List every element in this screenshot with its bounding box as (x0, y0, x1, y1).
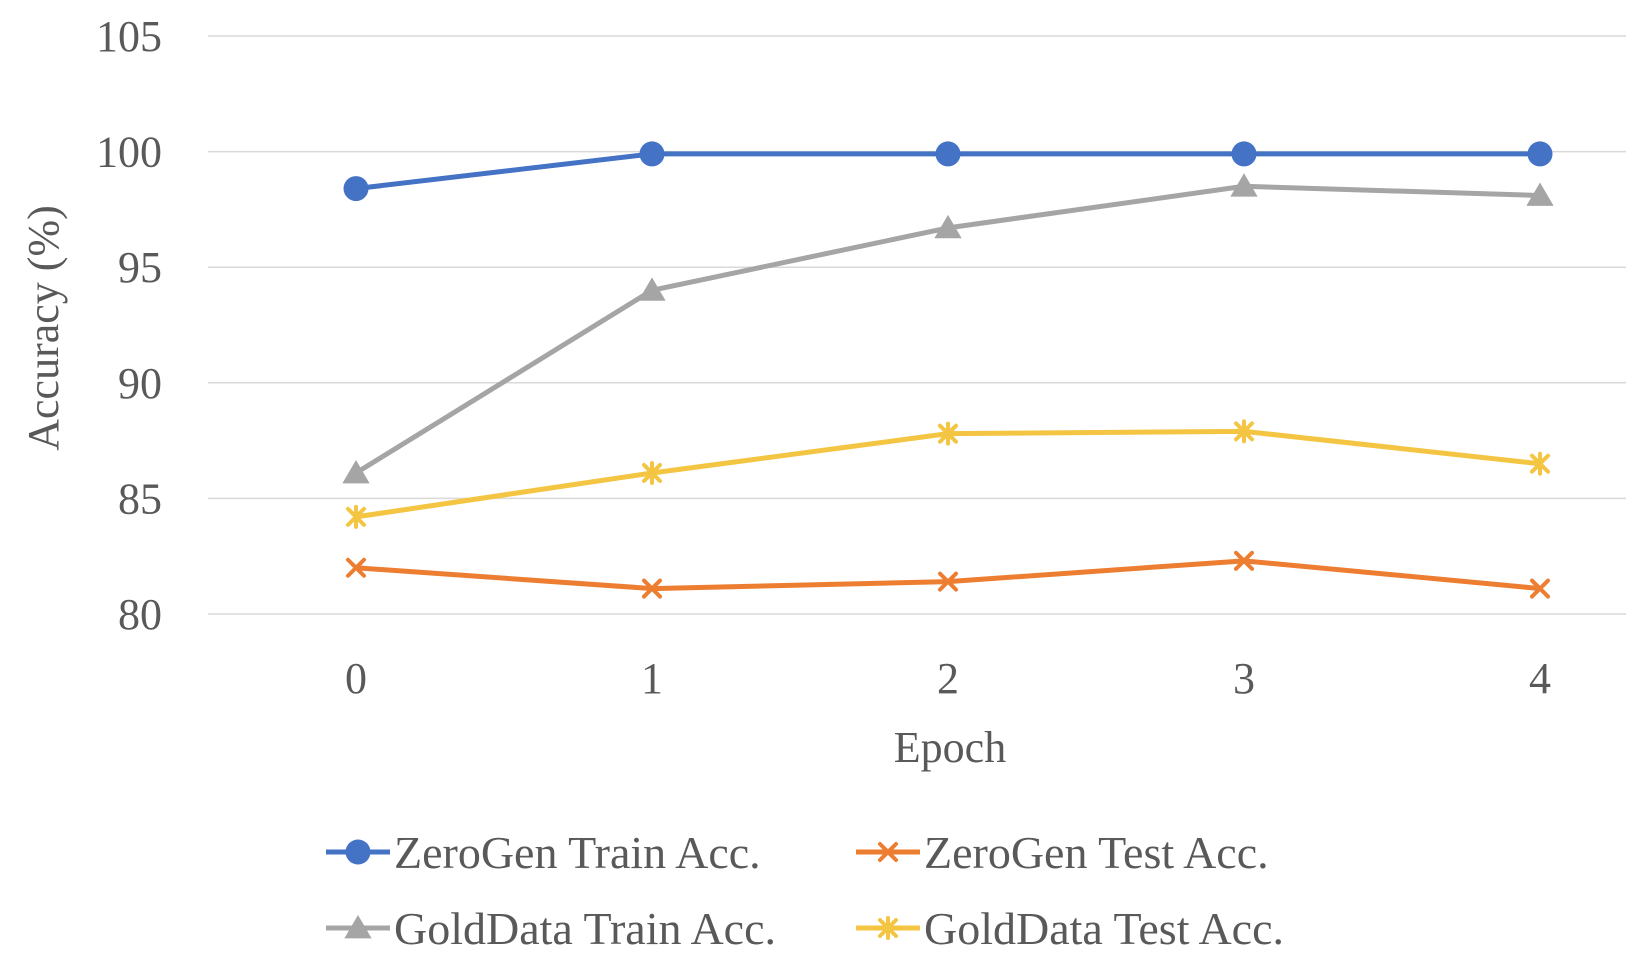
data-point (1530, 451, 1550, 476)
legend-item: GoldData Test Acc. (856, 903, 1284, 954)
legend-item: ZeroGen Train Acc. (326, 827, 761, 878)
x-tick-label: 1 (641, 654, 663, 703)
data-point (938, 571, 958, 592)
legend-marker (345, 839, 371, 865)
y-tick-label: 80 (118, 590, 162, 639)
data-point (1527, 141, 1553, 167)
data-point (1230, 173, 1258, 197)
x-tick-label: 3 (1233, 654, 1255, 703)
x-tick-labels: 0 1 2 3 4 (345, 654, 1551, 703)
data-point (638, 277, 666, 301)
data-point (639, 141, 665, 167)
series-0 (343, 141, 1553, 202)
legend-label: GoldData Test Acc. (924, 903, 1284, 954)
data-point (642, 578, 662, 599)
legend-marker (344, 915, 372, 939)
data-point (935, 141, 961, 167)
x-tick-label: 2 (937, 654, 959, 703)
y-axis-title: Accuracy (%) (19, 205, 68, 451)
series-3 (346, 419, 1550, 529)
data-point (642, 460, 662, 485)
x-tick-label: 4 (1529, 654, 1551, 703)
legend-item: GoldData Train Acc. (326, 903, 776, 954)
data-point (342, 459, 370, 484)
x-axis-title: Epoch (894, 723, 1006, 772)
data-point (343, 176, 369, 202)
data-point (346, 504, 366, 529)
y-tick-label: 90 (118, 359, 162, 408)
legend-marker (878, 842, 898, 862)
y-tick-labels: 80 85 90 95 100 105 (96, 12, 162, 639)
series-2 (342, 173, 1554, 484)
data-point (1231, 141, 1257, 167)
data-point (938, 421, 958, 446)
x-tick-label: 0 (345, 654, 367, 703)
series-lines (342, 141, 1554, 599)
gridlines (208, 35, 1626, 615)
y-tick-label: 105 (96, 12, 162, 61)
legend: ZeroGen Train Acc. ZeroGen Test Acc. GoldD… (326, 827, 1284, 954)
legend-item: ZeroGen Test Acc. (856, 827, 1269, 878)
legend-marker (878, 916, 898, 940)
legend-label: ZeroGen Train Acc. (394, 827, 761, 878)
data-point (1234, 550, 1254, 571)
legend-label: ZeroGen Test Acc. (924, 827, 1269, 878)
y-tick-label: 85 (118, 474, 162, 523)
data-point (934, 214, 962, 239)
series-1 (346, 550, 1550, 599)
y-tick-label: 95 (118, 243, 162, 292)
y-tick-label: 100 (96, 128, 162, 177)
data-point (346, 557, 366, 578)
data-point (1234, 419, 1254, 444)
data-point (1526, 182, 1554, 206)
legend-label: GoldData Train Acc. (394, 903, 776, 954)
data-point (1530, 578, 1550, 599)
